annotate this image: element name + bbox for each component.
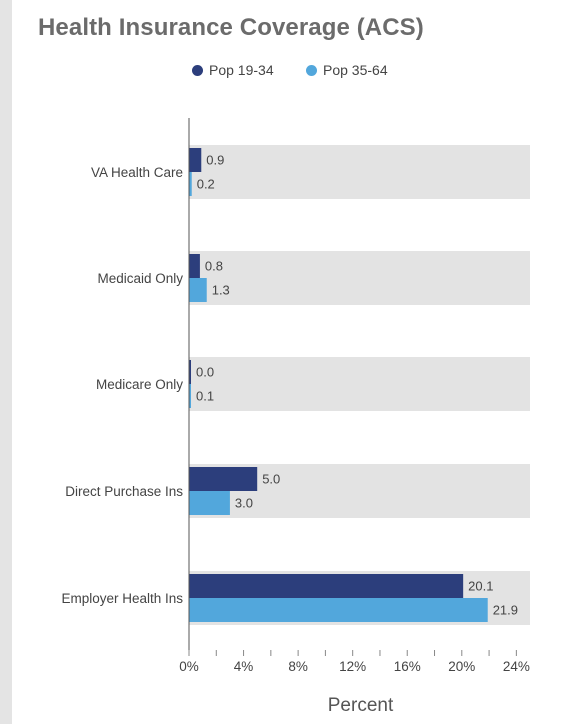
x-axis-title: Percent bbox=[327, 695, 394, 716]
category-label: VA Health Care bbox=[91, 165, 183, 180]
bar bbox=[189, 598, 488, 622]
bar bbox=[189, 148, 202, 172]
data-label: 0.8 bbox=[205, 259, 223, 274]
bar bbox=[189, 254, 200, 278]
x-tick-label: 16% bbox=[394, 659, 421, 674]
category-label: Direct Purchase Ins bbox=[65, 484, 183, 499]
data-label: 0.0 bbox=[196, 365, 214, 380]
left-edge-strip bbox=[0, 0, 12, 724]
legend-swatch-series-1 bbox=[192, 64, 203, 76]
bar bbox=[189, 172, 192, 196]
x-tick-label: 20% bbox=[448, 659, 475, 674]
x-tick-label: 12% bbox=[339, 659, 366, 674]
data-label: 20.1 bbox=[468, 579, 493, 594]
bar bbox=[189, 360, 191, 384]
category-label: Medicaid Only bbox=[97, 271, 183, 286]
x-tick-label: 4% bbox=[234, 659, 254, 674]
data-label: 21.9 bbox=[493, 603, 518, 618]
category-band bbox=[189, 357, 530, 411]
data-label: 3.0 bbox=[235, 496, 253, 511]
legend-swatch-series-2 bbox=[306, 64, 317, 76]
x-tick-label: 8% bbox=[288, 659, 308, 674]
data-label: 0.2 bbox=[197, 177, 215, 192]
x-tick-label: 24% bbox=[503, 659, 530, 674]
data-label: 0.1 bbox=[196, 389, 214, 404]
legend-item-series-2[interactable]: Pop 35-64 bbox=[306, 62, 388, 78]
data-label: 5.0 bbox=[262, 472, 280, 487]
category-band bbox=[189, 145, 530, 199]
x-tick-label: 0% bbox=[179, 659, 199, 674]
chart-title: Health Insurance Coverage (ACS) bbox=[38, 14, 424, 41]
legend-item-series-1[interactable]: Pop 19-34 bbox=[192, 62, 274, 78]
bar bbox=[189, 467, 258, 491]
category-band bbox=[189, 251, 530, 305]
bar bbox=[189, 491, 230, 515]
category-label: Employer Health Ins bbox=[61, 591, 183, 606]
legend: Pop 19-34 Pop 35-64 bbox=[0, 62, 571, 82]
legend-label-series-2: Pop 35-64 bbox=[323, 62, 388, 78]
bar bbox=[189, 278, 207, 302]
bar bbox=[189, 574, 464, 598]
category-label: Medicare Only bbox=[96, 377, 183, 392]
bar bbox=[189, 384, 191, 408]
data-label: 0.9 bbox=[206, 153, 224, 168]
data-label: 1.3 bbox=[212, 283, 230, 298]
legend-label-series-1: Pop 19-34 bbox=[209, 62, 274, 78]
